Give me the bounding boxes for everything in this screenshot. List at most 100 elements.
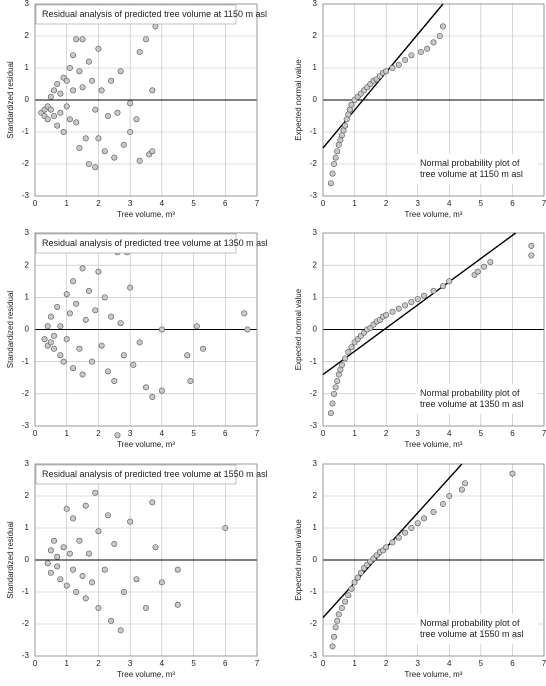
x-tick-label: 0 [321, 199, 326, 208]
point [345, 349, 352, 356]
y-tick-label: -2 [22, 619, 30, 628]
point [174, 601, 181, 608]
x-tick-label: 5 [479, 659, 484, 668]
point [63, 582, 70, 589]
x-tick-label: 4 [447, 199, 452, 208]
point [332, 154, 339, 161]
panel-title: Residual analysis of predicted tree volu… [42, 238, 268, 248]
point [487, 258, 494, 265]
y-tick-label: -2 [310, 619, 318, 628]
x-tick-label: 1 [352, 429, 357, 438]
point [114, 432, 121, 439]
point [60, 358, 67, 365]
point [130, 361, 137, 368]
point [104, 368, 111, 375]
point [82, 595, 89, 602]
point [345, 592, 352, 599]
point [54, 303, 61, 310]
x-tick-label: 7 [542, 199, 546, 208]
point [117, 68, 124, 75]
point [57, 90, 64, 97]
point [331, 390, 338, 397]
panel: 0 1 2 3 4 5 6 7 -3 -2 -1 0 1 2 3 Tree volume, m³ Expecte… [294, 228, 546, 449]
y-tick-label: 2 [313, 260, 318, 269]
point [70, 52, 77, 59]
point [133, 576, 140, 583]
point [342, 122, 349, 129]
point [79, 36, 86, 43]
point [332, 624, 339, 631]
point [357, 569, 364, 576]
y-tick-label: -3 [22, 421, 30, 430]
x-tick-label: 1 [64, 429, 69, 438]
x-axis-label: Tree volume, m³ [405, 440, 463, 449]
point [63, 336, 70, 343]
y-tick-label: -1 [310, 587, 318, 596]
point [47, 93, 54, 100]
y-tick-label: -1 [310, 127, 318, 136]
point [47, 313, 54, 320]
point [408, 299, 415, 306]
point [73, 588, 80, 595]
x-tick-label: 2 [384, 199, 389, 208]
point [152, 544, 159, 551]
point [329, 170, 336, 177]
x-tick-label: 7 [255, 199, 260, 208]
point [120, 352, 127, 359]
point [60, 129, 67, 136]
point [334, 617, 341, 624]
point [57, 576, 64, 583]
point [395, 61, 402, 68]
plot-frame [34, 463, 258, 657]
point [101, 566, 108, 573]
y-tick-label: 3 [25, 228, 30, 237]
point [57, 323, 64, 330]
x-tick-label: 0 [321, 659, 326, 668]
point [70, 87, 77, 94]
x-tick-label: 3 [415, 199, 420, 208]
point [158, 326, 165, 333]
point [104, 113, 111, 120]
point [47, 569, 54, 576]
y-tick-label: -1 [22, 127, 30, 136]
point [458, 486, 465, 493]
y-tick-label: 1 [25, 63, 30, 72]
point [329, 400, 336, 407]
point [108, 77, 115, 84]
point [51, 87, 58, 94]
point [244, 326, 251, 333]
point [421, 515, 428, 522]
point [193, 323, 200, 330]
point [73, 300, 80, 307]
x-tick-label: 3 [128, 199, 133, 208]
point [174, 566, 181, 573]
point [331, 161, 338, 168]
x-tick-label: 4 [447, 659, 452, 668]
point [395, 534, 402, 541]
point [117, 627, 124, 634]
point [395, 305, 402, 312]
point [54, 563, 61, 570]
x-tick-label: 3 [128, 429, 133, 438]
y-tick-label: 0 [313, 555, 318, 564]
panel: 0 1 2 3 4 5 6 7 -3 -2 -1 0 1 2 3 Tree volume, m³ Standar… [6, 0, 267, 219]
y-tick-label: 0 [25, 555, 30, 564]
point [70, 278, 77, 285]
point [338, 604, 345, 611]
point [92, 307, 99, 314]
y-tick-label: -2 [22, 389, 30, 398]
x-tick-label: 7 [255, 429, 260, 438]
y-tick-label: -2 [310, 159, 318, 168]
point [54, 81, 61, 88]
point [47, 547, 54, 554]
point [82, 316, 89, 323]
point [408, 52, 415, 59]
point [51, 332, 58, 339]
point [474, 268, 481, 275]
plot-frame [34, 232, 258, 427]
point [98, 87, 105, 94]
point [332, 384, 339, 391]
y-tick-label: 0 [313, 325, 318, 334]
y-axis-label: Expected normal value [294, 519, 303, 601]
point [436, 32, 443, 39]
